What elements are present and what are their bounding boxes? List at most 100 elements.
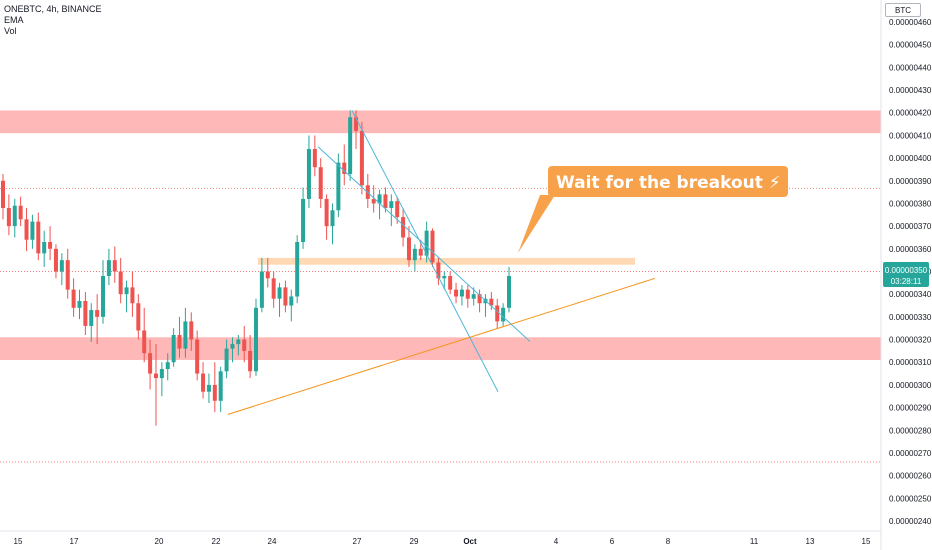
candle-body bbox=[371, 198, 376, 204]
price-tick-label: 0.00000400 bbox=[889, 154, 932, 163]
currency-badge[interactable]: BTC bbox=[885, 3, 921, 17]
legend-symbol[interactable]: ONEBTC, 4h, BINANCE bbox=[4, 4, 102, 14]
candle-body bbox=[348, 117, 353, 174]
candle bbox=[83, 291, 88, 336]
candle bbox=[48, 226, 53, 261]
candle bbox=[1, 173, 5, 220]
candle-body bbox=[359, 130, 364, 186]
candle-body bbox=[383, 194, 388, 208]
candle bbox=[448, 271, 453, 295]
candle-body bbox=[412, 248, 417, 261]
time-tick-label: 29 bbox=[410, 537, 419, 546]
channel-upper-line[interactable] bbox=[351, 110, 499, 392]
candle bbox=[136, 294, 141, 340]
breakout-resistance-band[interactable] bbox=[258, 257, 635, 265]
candle bbox=[442, 271, 447, 290]
candle-body bbox=[312, 149, 317, 168]
candle-body bbox=[95, 310, 100, 317]
price-tick-label: 0.00000270 bbox=[889, 449, 932, 458]
ascending-trend-line[interactable] bbox=[227, 277, 656, 415]
price-tick-label: 0.00000380 bbox=[889, 199, 932, 208]
candle bbox=[424, 221, 429, 263]
candle-body bbox=[218, 371, 223, 401]
candle-body bbox=[454, 289, 459, 297]
candle-body bbox=[436, 262, 441, 279]
candle-body bbox=[106, 260, 111, 277]
candle bbox=[130, 271, 135, 317]
candle bbox=[218, 366, 223, 413]
candle-body bbox=[418, 248, 423, 256]
price-tick-label: 0.00000430 bbox=[889, 86, 932, 95]
candle bbox=[6, 194, 11, 236]
price-tag-price: 0.00000350 bbox=[885, 266, 928, 275]
drawings bbox=[258, 257, 635, 265]
candle bbox=[71, 278, 76, 317]
candle-body bbox=[430, 230, 435, 263]
candle bbox=[354, 110, 359, 150]
time-tick-label: 4 bbox=[554, 537, 559, 546]
candle bbox=[389, 194, 394, 227]
callout-box bbox=[548, 166, 788, 197]
candle-body bbox=[254, 307, 258, 372]
candle bbox=[236, 335, 241, 356]
candle-body bbox=[283, 287, 288, 306]
candle-body bbox=[236, 339, 241, 345]
candle-body bbox=[395, 201, 400, 218]
candle-body bbox=[477, 294, 482, 304]
time-tick-label: 27 bbox=[353, 537, 362, 546]
candle-body bbox=[159, 369, 164, 379]
candle bbox=[77, 289, 82, 320]
candle bbox=[177, 316, 182, 358]
candle-body bbox=[65, 260, 70, 290]
candle bbox=[242, 325, 247, 363]
candle-body bbox=[289, 296, 294, 306]
candle bbox=[254, 298, 258, 376]
time-tick-label: 15 bbox=[862, 537, 871, 546]
price-tick-label: 0.00000320 bbox=[889, 336, 932, 345]
legend-ema[interactable]: EMA bbox=[4, 15, 24, 25]
candle bbox=[212, 362, 217, 413]
candle-body bbox=[89, 310, 94, 326]
chart-legend: ONEBTC, 4h, BINANCE EMA Vol bbox=[4, 4, 102, 37]
breakout-callout[interactable]: Wait for the breakout ⚡ bbox=[518, 166, 788, 253]
candle bbox=[312, 135, 317, 177]
candle-body bbox=[324, 198, 329, 227]
candle-body bbox=[277, 287, 282, 299]
candle-body bbox=[148, 353, 153, 374]
price-tag-box bbox=[883, 262, 929, 287]
candle bbox=[306, 135, 311, 208]
price-tick-label: 0.00000340 bbox=[889, 290, 932, 299]
candle bbox=[42, 230, 47, 267]
candles bbox=[1, 110, 511, 426]
candle bbox=[30, 214, 35, 249]
candle bbox=[142, 307, 147, 363]
dotted-levels bbox=[0, 188, 881, 463]
candle bbox=[124, 280, 129, 313]
candle bbox=[295, 235, 300, 304]
candle bbox=[483, 294, 488, 317]
candle bbox=[195, 330, 200, 381]
candle bbox=[171, 328, 176, 367]
candle-body bbox=[489, 298, 494, 306]
candle bbox=[406, 226, 411, 267]
candle-body bbox=[36, 221, 41, 254]
candle bbox=[65, 248, 70, 299]
candle-body bbox=[153, 373, 158, 379]
candle-body bbox=[306, 149, 311, 199]
candle-body bbox=[1, 180, 5, 208]
candle-body bbox=[224, 348, 229, 372]
price-tick-label: 0.00000290 bbox=[889, 404, 932, 413]
candle bbox=[118, 257, 123, 304]
channel-lower-line[interactable] bbox=[317, 146, 531, 342]
candle bbox=[477, 289, 482, 313]
candle bbox=[12, 198, 17, 238]
candle-body bbox=[83, 300, 88, 326]
candle-body bbox=[448, 276, 453, 290]
candle-body bbox=[495, 305, 500, 322]
legend-vol[interactable]: Vol bbox=[4, 26, 17, 36]
candle-body bbox=[48, 242, 53, 249]
time-tick-label: 6 bbox=[610, 537, 615, 546]
candle-body bbox=[142, 330, 147, 354]
candle-body bbox=[177, 335, 182, 349]
